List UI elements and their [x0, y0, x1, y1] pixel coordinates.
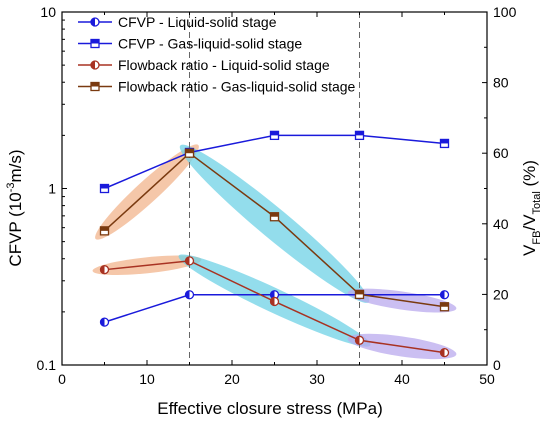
marker-fill	[440, 302, 449, 307]
y-right-tick-label: 100	[493, 4, 517, 20]
data-point	[439, 302, 450, 312]
marker-fill	[91, 18, 95, 26]
legend-marker	[90, 60, 100, 70]
marker-fill	[100, 265, 105, 274]
marker-fill	[100, 226, 109, 231]
data-point	[354, 335, 365, 345]
legend-item: CFVP - Gas-liquid-solid stage	[78, 36, 302, 52]
marker-fill	[100, 184, 109, 189]
marker-fill	[355, 131, 364, 136]
y-left-tick-label: 1	[48, 181, 56, 197]
data-point	[439, 290, 450, 300]
legend-label: Flowback ratio - Liquid-solid stage	[118, 57, 330, 73]
y-left-label-main: CFVP (10	[6, 192, 25, 266]
highlight-regions	[92, 144, 457, 360]
marker-fill	[440, 290, 445, 299]
y-right-tick-label: 40	[493, 216, 509, 232]
y-left-label-tail: m/s)	[6, 149, 25, 182]
series-3	[99, 256, 450, 358]
data-point	[354, 130, 365, 141]
legend-item: CFVP - Liquid-solid stage	[78, 14, 277, 30]
data-point	[439, 138, 450, 149]
y-right-label-unit: (%)	[520, 160, 539, 191]
series-4	[99, 148, 450, 312]
marker-fill	[91, 61, 95, 69]
series-layer	[99, 130, 450, 358]
marker-fill	[185, 290, 190, 299]
marker-fill	[270, 212, 279, 217]
legend-item: Flowback ratio - Gas-liquid-solid stage	[78, 79, 356, 95]
legend-label: CFVP - Liquid-solid stage	[118, 14, 277, 30]
marker-fill	[355, 290, 364, 295]
marker-fill	[355, 336, 360, 345]
marker-fill	[270, 297, 275, 306]
reference-lines	[189, 12, 360, 365]
data-point	[99, 183, 110, 194]
highlight-cyan-upper	[179, 144, 370, 303]
marker-fill	[185, 256, 190, 265]
data-point	[269, 296, 280, 307]
data-point	[99, 226, 110, 236]
x-tick-label: 0	[58, 371, 66, 387]
y-left-label-sup: -3	[5, 182, 17, 192]
data-point	[354, 289, 365, 300]
y-right-tick-label: 20	[493, 286, 509, 302]
y-right-tick-label: 0	[493, 357, 501, 373]
legend-marker	[90, 81, 100, 92]
data-point	[99, 317, 110, 327]
legend-marker	[90, 17, 100, 27]
data-point	[439, 347, 450, 358]
marker-fill	[440, 348, 445, 357]
data-point	[184, 148, 195, 158]
y-left-tick-label: 10	[40, 4, 56, 20]
marker-fill	[440, 139, 449, 144]
data-point	[184, 290, 195, 300]
y-axis-left-label: CFVP (10-3m/s)	[5, 149, 25, 266]
x-tick-label: 20	[224, 371, 240, 387]
y-right-label-slash: /V	[520, 214, 539, 231]
legend-item: Flowback ratio - Liquid-solid stage	[78, 57, 330, 73]
y-right-label-sub1: FB	[531, 231, 543, 245]
x-tick-label: 10	[139, 371, 155, 387]
x-tick-label: 40	[394, 371, 410, 387]
legend: CFVP - Liquid-solid stage CFVP - Gas-liqu…	[78, 14, 356, 95]
x-axis-label: Effective closure stress (MPa)	[157, 399, 382, 418]
data-point	[184, 256, 195, 266]
y-right-tick-label: 80	[493, 75, 509, 91]
legend-label: Flowback ratio - Gas-liquid-solid stage	[118, 79, 356, 95]
y-right-label-v1: V	[520, 244, 539, 256]
marker-fill	[91, 82, 99, 87]
y-axis-right-label: VFB/VTotal (%)	[520, 160, 543, 256]
y-left-tick-label: 0.1	[37, 357, 57, 373]
data-point	[269, 130, 280, 141]
marker-fill	[270, 290, 275, 299]
marker-fill	[185, 149, 194, 154]
x-tick-label: 30	[309, 371, 325, 387]
y-right-label-sub2: Total	[531, 191, 543, 214]
legend-label: CFVP - Gas-liquid-solid stage	[118, 36, 302, 52]
marker-fill	[100, 318, 105, 327]
data-point	[99, 265, 110, 275]
y-right-tick-label: 60	[493, 145, 509, 161]
marker-fill	[91, 39, 99, 44]
marker-fill	[270, 131, 279, 136]
data-point	[269, 212, 280, 222]
legend-marker	[90, 38, 100, 49]
x-tick-label: 50	[479, 371, 495, 387]
